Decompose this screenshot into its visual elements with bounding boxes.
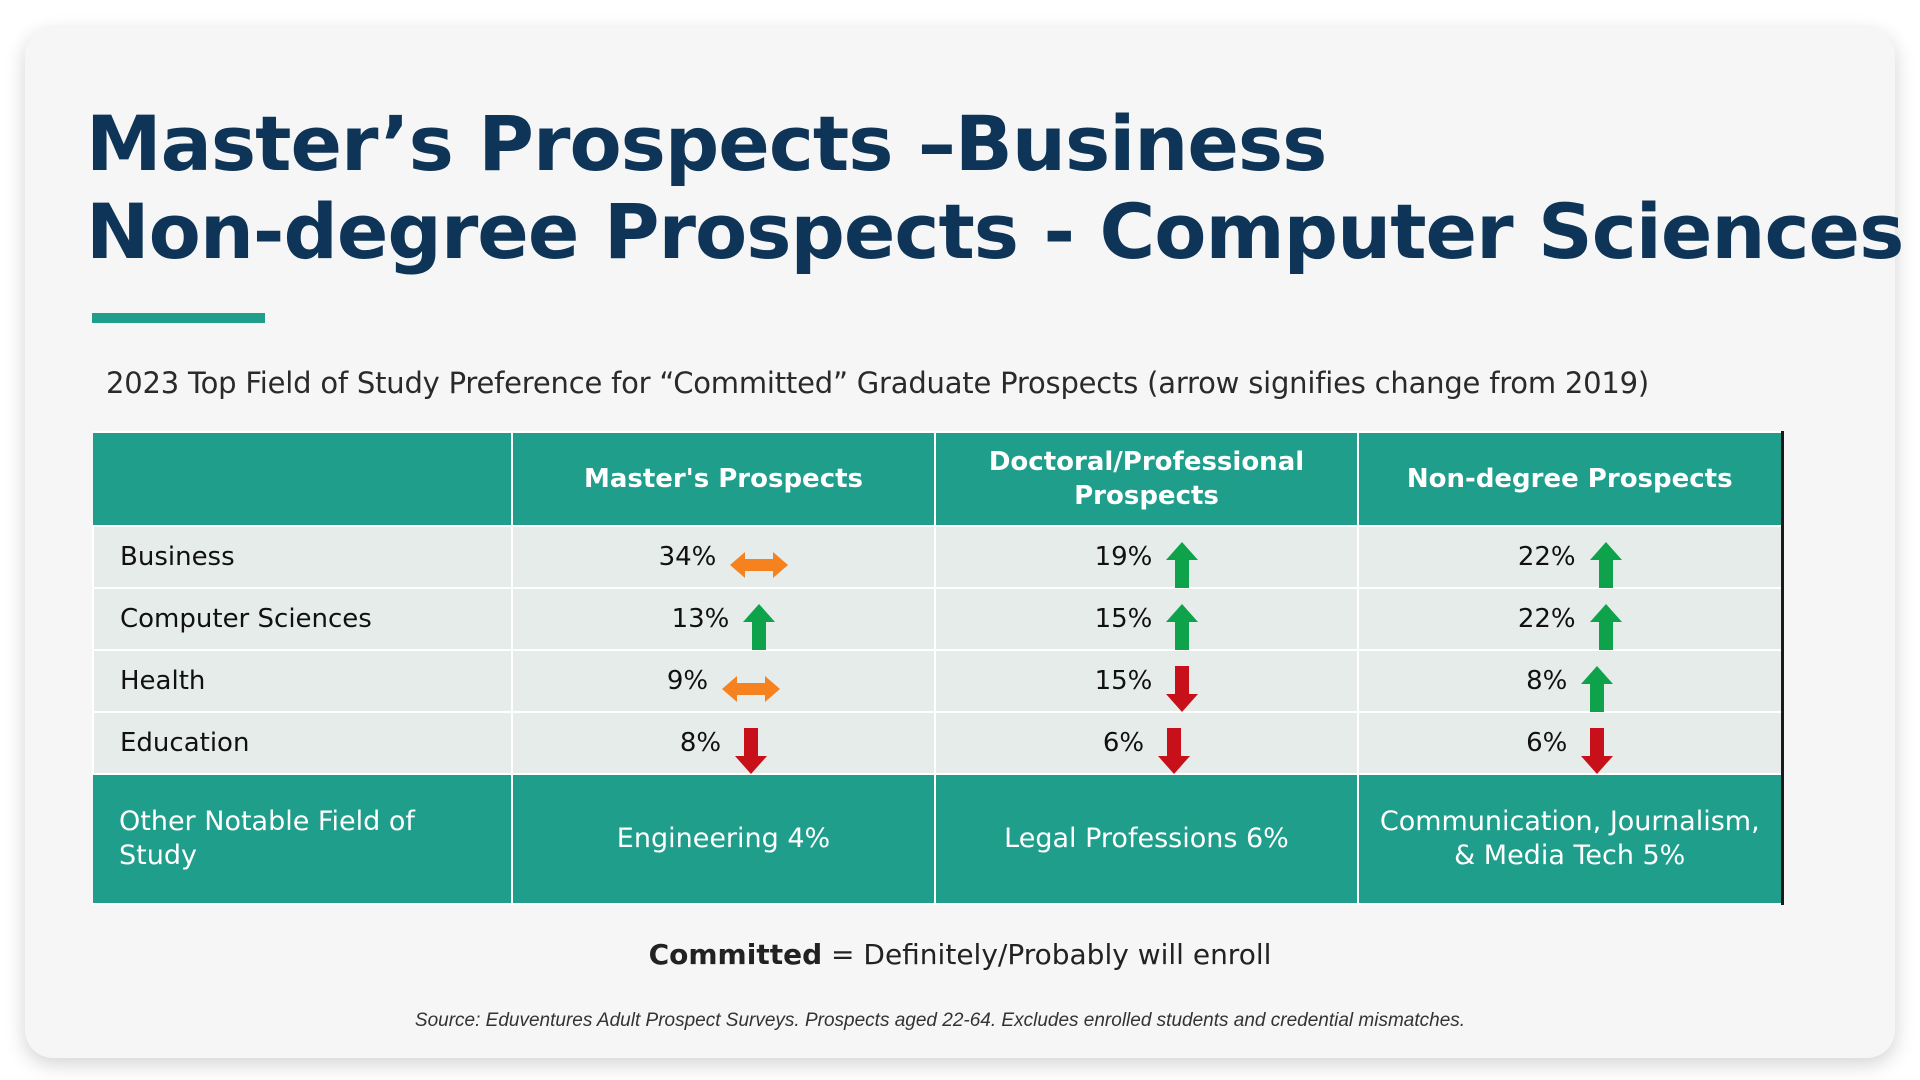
value-cell: 22% — [1357, 587, 1784, 651]
value-cell: 13% — [511, 587, 936, 651]
header-cell-masters: Master's Prospects — [511, 431, 936, 527]
table-header-row: Master's Prospects Doctoral/Professional… — [93, 431, 1784, 527]
arrow-left-right-icon — [730, 552, 789, 578]
value-with-trend: 9% — [666, 666, 781, 702]
other-notable-label: Other Notable Field of Study — [93, 773, 513, 905]
value-cell: 9% — [511, 649, 936, 713]
arrow-down-icon — [1581, 728, 1614, 774]
header-cell-doctoral: Doctoral/Professional Prospects — [934, 431, 1359, 527]
value-with-trend: 8% — [1526, 658, 1614, 712]
title-divider — [92, 313, 265, 323]
percent-value: 8% — [679, 728, 722, 758]
value-with-trend: 15% — [1094, 596, 1199, 650]
value-cell: 22% — [1357, 525, 1784, 589]
row-label: Business — [92, 525, 513, 589]
value-with-trend: 34% — [658, 542, 789, 578]
percent-value: 34% — [658, 542, 717, 572]
percent-value: 22% — [1517, 542, 1576, 572]
page-title: Master’s Prospects –Business Non-degree … — [86, 99, 1904, 276]
value-cell: 6% — [934, 711, 1359, 775]
definition-term: Committed — [648, 938, 823, 971]
percent-value: 6% — [1102, 728, 1145, 758]
table-row: Computer Sciences 13% 15% 22% — [92, 587, 1784, 651]
value-with-trend: 19% — [1094, 534, 1199, 588]
arrow-up-icon — [1581, 666, 1614, 712]
percent-value: 15% — [1094, 604, 1153, 634]
title-line-1: Master’s Prospects –Business — [86, 99, 1327, 188]
arrow-down-icon — [1158, 728, 1191, 774]
arrow-up-icon — [1166, 542, 1199, 588]
percent-value: 9% — [666, 666, 709, 696]
percent-value: 15% — [1094, 666, 1153, 696]
field-of-study-table: Master's Prospects Doctoral/Professional… — [92, 431, 1784, 905]
table-row: Health 9% 15% 8% — [92, 649, 1784, 713]
arrow-down-icon — [735, 728, 768, 774]
arrow-left-right-icon — [722, 676, 781, 702]
value-with-trend: 8% — [679, 720, 768, 774]
other-notable-masters: Engineering 4% — [511, 773, 936, 905]
arrow-up-icon — [1589, 542, 1622, 588]
header-cell-empty — [93, 431, 513, 527]
arrow-down-icon — [1166, 666, 1199, 712]
percent-value: 22% — [1517, 604, 1576, 634]
table-row: Education 8% 6% 6% — [92, 711, 1784, 775]
percent-value: 8% — [1526, 666, 1568, 696]
percent-value: 6% — [1526, 728, 1568, 758]
other-notable-row: Other Notable Field of Study Engineering… — [93, 773, 1784, 905]
value-cell: 8% — [511, 711, 936, 775]
row-label: Health — [92, 649, 513, 713]
value-with-trend: 22% — [1517, 534, 1622, 588]
title-line-2: Non-degree Prospects - Computer Sciences — [86, 187, 1904, 276]
arrow-up-icon — [1166, 604, 1199, 650]
header-cell-non-degree: Non-degree Prospects — [1357, 431, 1784, 527]
arrow-up-icon — [1589, 604, 1622, 650]
value-cell: 19% — [934, 525, 1359, 589]
other-notable-doctoral: Legal Professions 6% — [934, 773, 1359, 905]
arrow-up-icon — [743, 604, 776, 650]
other-notable-non-degree: Communication, Journalism, & Media Tech … — [1357, 773, 1784, 905]
row-label: Education — [92, 711, 513, 775]
value-with-trend: 15% — [1094, 658, 1199, 712]
percent-value: 19% — [1094, 542, 1153, 572]
value-with-trend: 6% — [1102, 720, 1191, 774]
value-cell: 8% — [1357, 649, 1784, 713]
value-cell: 15% — [934, 587, 1359, 651]
value-cell: 34% — [511, 525, 936, 589]
committed-definition: Committed = Definitely/Probably will enr… — [0, 938, 1920, 971]
percent-value: 13% — [671, 604, 730, 634]
source-note: Source: Eduventures Adult Prospect Surve… — [414, 1010, 1466, 1031]
definition-text: = Definitely/Probably will enroll — [822, 938, 1272, 971]
value-cell: 6% — [1357, 711, 1784, 775]
row-label: Computer Sciences — [92, 587, 513, 651]
table-row: Business 34% 19% 22% — [92, 525, 1784, 589]
value-with-trend: 6% — [1526, 720, 1614, 774]
value-with-trend: 13% — [671, 596, 776, 650]
value-with-trend: 22% — [1517, 596, 1622, 650]
table-caption: 2023 Top Field of Study Preference for “… — [106, 366, 1650, 400]
value-cell: 15% — [934, 649, 1359, 713]
